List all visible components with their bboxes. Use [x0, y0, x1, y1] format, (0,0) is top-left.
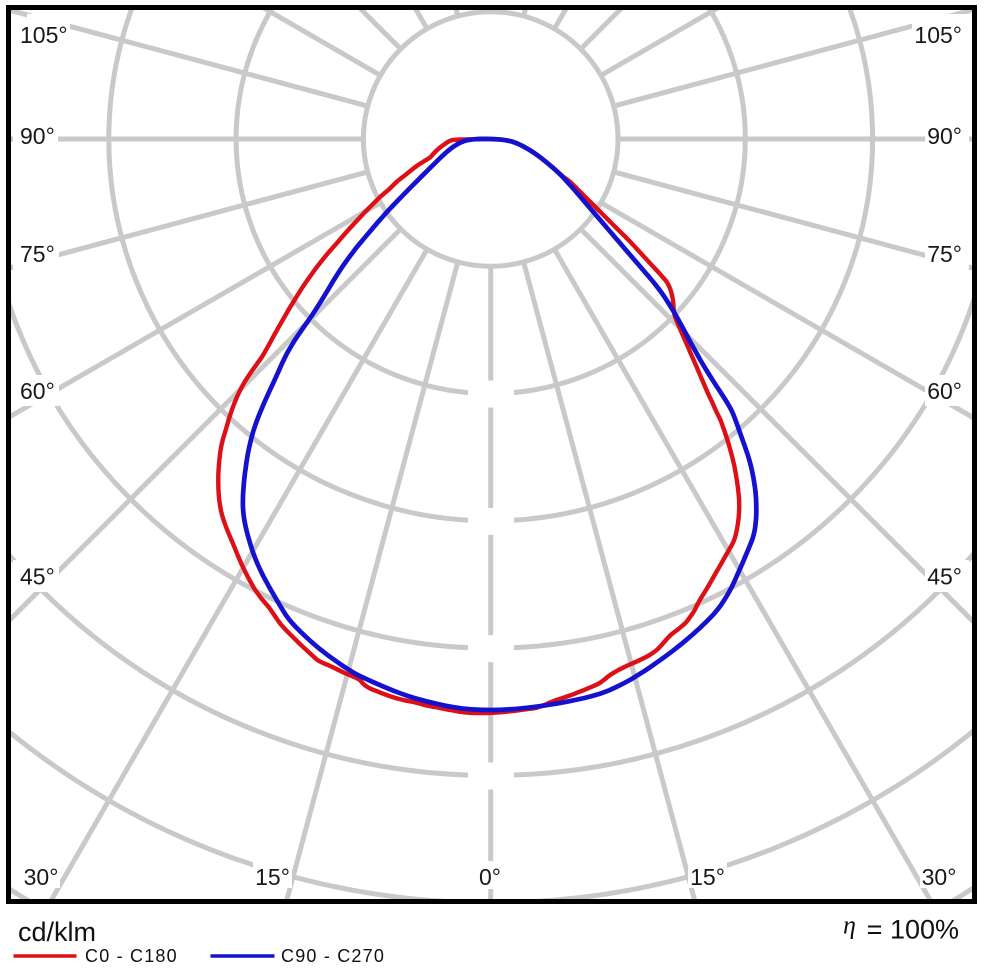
svg-text:η: η	[843, 910, 856, 939]
svg-text:C90 - C270: C90 - C270	[281, 946, 385, 966]
svg-text:C0 - C180: C0 - C180	[85, 946, 178, 966]
svg-text:15°: 15°	[690, 864, 725, 890]
svg-text:0°: 0°	[479, 864, 501, 890]
svg-text:105°: 105°	[914, 22, 962, 48]
svg-text:75°: 75°	[927, 241, 962, 267]
svg-text:30°: 30°	[922, 864, 957, 890]
svg-text:45°: 45°	[927, 564, 962, 590]
svg-text:90°: 90°	[20, 123, 55, 149]
svg-text:90°: 90°	[927, 123, 962, 149]
svg-text:105°: 105°	[20, 22, 68, 48]
svg-text:30°: 30°	[24, 864, 59, 890]
svg-text:60°: 60°	[20, 378, 55, 404]
svg-text:15°: 15°	[255, 864, 290, 890]
svg-text:= 100%: = 100%	[867, 915, 959, 945]
svg-text:60°: 60°	[927, 378, 962, 404]
svg-text:45°: 45°	[20, 564, 55, 590]
svg-text:75°: 75°	[20, 241, 55, 267]
svg-text:cd/klm: cd/klm	[18, 917, 96, 947]
